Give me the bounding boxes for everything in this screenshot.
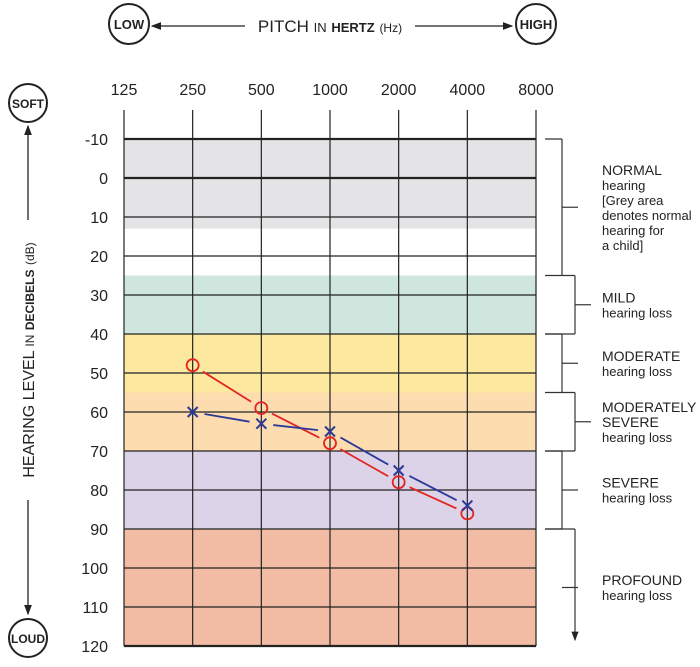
series-line-segment	[273, 424, 319, 432]
y-tick-label: 110	[82, 600, 108, 617]
series-line-segment	[409, 486, 457, 510]
y-axis-title: HEARING LEVEL IN DECIBELS (dB)	[21, 242, 38, 477]
y-tick-label: 80	[90, 483, 108, 500]
x-tick-label: 2000	[381, 82, 417, 99]
data-point-circle	[323, 436, 337, 451]
y-tick-label: 120	[81, 639, 108, 656]
axes: -10 0 10 20 30 40 50 60 70 80 90 100 110 120 125 250 500…	[81, 82, 554, 656]
severity-label: SEVERE	[602, 475, 659, 491]
x-axis-title: PITCH IN HERTZ (Hz)	[258, 17, 402, 36]
low-circle	[108, 3, 150, 45]
loud-label: LOUD	[11, 632, 45, 646]
severity-label: SEVERE	[602, 414, 659, 430]
severity-label: hearing loss	[602, 364, 673, 379]
x-tick-label: 1000	[312, 82, 348, 99]
series-line-segment	[271, 412, 320, 439]
series	[185, 358, 475, 521]
severity-label: hearing loss	[602, 491, 673, 506]
data-point-circle	[391, 475, 406, 490]
severity-label: denotes normal	[602, 208, 692, 223]
data-point-x	[392, 464, 405, 477]
series-line-segment	[339, 436, 389, 466]
severity-label: hearing loss	[602, 430, 673, 445]
x-tick-label: 125	[111, 82, 138, 99]
data-point-x	[186, 406, 199, 418]
severity-label: hearing loss	[602, 588, 673, 603]
data-point-circle	[460, 506, 475, 521]
y-tick-label: 20	[90, 249, 108, 266]
y-tick-label: 90	[90, 522, 108, 539]
severity-label: [Grey area	[602, 193, 664, 208]
soft-circle	[8, 83, 48, 123]
high-label: HIGH	[520, 17, 553, 32]
series-line-segment	[339, 448, 389, 478]
high-circle	[515, 3, 557, 45]
y-tick-label: -10	[85, 132, 108, 149]
grid	[123, 110, 537, 648]
severity-label: hearing for	[602, 223, 665, 238]
severity-label: MODERATELY	[602, 399, 697, 415]
severity-label: hearing	[602, 178, 645, 193]
x-tick-label: 8000	[518, 82, 554, 99]
data-point-x	[461, 499, 474, 512]
y-tick-label: 10	[90, 210, 108, 227]
data-point-circle	[254, 401, 269, 416]
x-tick-label: 4000	[450, 82, 486, 99]
low-label: LOW	[114, 17, 145, 32]
severity-label: NORMAL	[602, 162, 662, 178]
data-point-x	[324, 425, 336, 438]
y-tick-label: 50	[90, 366, 108, 383]
y-tick-label: 100	[81, 561, 108, 578]
y-tick-label: 60	[90, 405, 108, 422]
soft-label: SOFT	[12, 97, 45, 111]
y-tick-label: 0	[99, 171, 108, 188]
series-line-segment	[204, 413, 250, 423]
x-tick-label: 250	[179, 82, 206, 99]
y-tick-label: 30	[90, 288, 108, 305]
severity-label: PROFOUND	[602, 572, 682, 588]
x-tick-label: 500	[248, 82, 275, 99]
severity-label: a child]	[602, 238, 643, 253]
series-line-segment	[202, 370, 252, 403]
series-line-segment	[408, 475, 458, 501]
severity-label: MODERATE	[602, 348, 680, 364]
severity-label: hearing loss	[602, 305, 673, 320]
y-tick-label: 40	[90, 327, 108, 344]
loud-circle	[8, 618, 48, 658]
data-point-x	[255, 417, 268, 430]
severity-label: MILD	[602, 289, 635, 305]
data-point-circle	[185, 358, 200, 373]
y-tick-label: 70	[90, 444, 108, 461]
